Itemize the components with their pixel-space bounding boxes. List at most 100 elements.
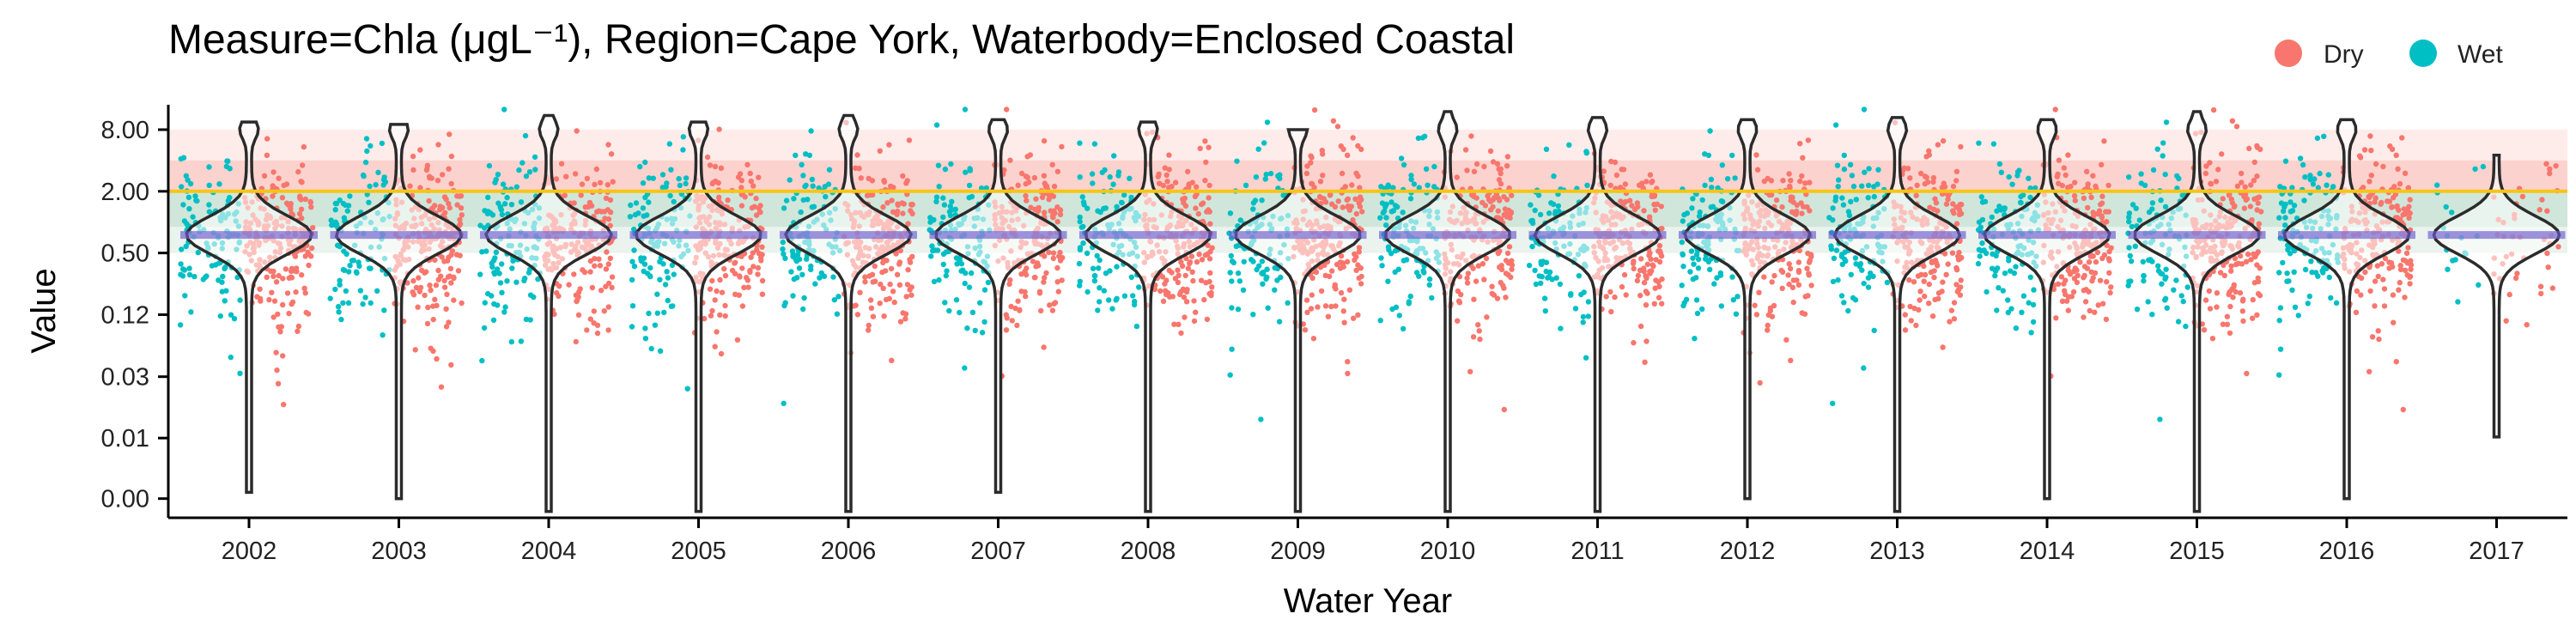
- data-point: [2239, 179, 2245, 185]
- data-point: [964, 325, 970, 331]
- data-point: [1830, 400, 1836, 406]
- data-point: [1539, 274, 1545, 280]
- data-point: [423, 269, 429, 275]
- data-point: [1356, 249, 1363, 255]
- data-point: [1340, 308, 1347, 314]
- data-point: [1690, 255, 1696, 261]
- data-point: [942, 300, 948, 306]
- data-point: [1652, 285, 1658, 291]
- data-point: [1931, 268, 1937, 274]
- data-point: [1188, 253, 1195, 259]
- data-point: [2227, 289, 2233, 295]
- data-point: [2129, 202, 2136, 208]
- data-point: [648, 345, 654, 352]
- data-point: [219, 289, 225, 295]
- data-point: [2128, 258, 2135, 264]
- data-point: [1921, 278, 1927, 284]
- data-point: [1101, 288, 1108, 294]
- data-point: [1353, 210, 1360, 217]
- data-point: [2402, 295, 2408, 301]
- data-point: [1933, 260, 1940, 266]
- data-point: [759, 277, 766, 284]
- data-point: [894, 271, 901, 277]
- violin-2006: [784, 113, 913, 513]
- data-point: [714, 329, 720, 335]
- data-point: [1033, 264, 1039, 270]
- data-point: [1913, 192, 1919, 198]
- violin-2002: [185, 120, 313, 495]
- data-point: [2027, 274, 2033, 280]
- data-point: [1175, 279, 1182, 286]
- data-point: [1317, 194, 1324, 201]
- data-point: [336, 309, 342, 315]
- legend-dry-key: [2275, 39, 2302, 67]
- data-point: [2174, 173, 2180, 179]
- x-tick-label: 2003: [371, 538, 427, 565]
- data-point: [2455, 299, 2461, 305]
- data-point: [1471, 193, 1477, 200]
- data-point: [1036, 204, 1042, 211]
- data-point: [676, 176, 682, 182]
- data-point: [2058, 274, 2065, 280]
- data-point: [1905, 166, 1911, 172]
- data-point: [943, 272, 950, 279]
- data-point: [266, 296, 272, 303]
- data-point: [179, 246, 185, 252]
- data-point: [368, 143, 374, 149]
- y-ticks: 8.002.000.500.120.030.010.00: [101, 117, 168, 513]
- data-point: [183, 243, 189, 250]
- data-point: [1541, 295, 1548, 301]
- data-point: [270, 314, 276, 320]
- data-point: [1049, 213, 1056, 219]
- data-point: [2257, 265, 2263, 271]
- data-point: [416, 275, 422, 281]
- data-point: [2149, 312, 2155, 318]
- data-point: [854, 312, 861, 318]
- data-point: [1346, 287, 1353, 293]
- data-point: [1046, 197, 1052, 203]
- data-point: [1702, 182, 1708, 188]
- y-tick-label: 0.01: [101, 425, 149, 453]
- data-point: [1164, 179, 1170, 185]
- data-point: [654, 291, 660, 297]
- data-point: [890, 289, 896, 295]
- data-point: [1426, 282, 1433, 288]
- data-point: [1545, 275, 1551, 281]
- data-point: [2372, 303, 2378, 309]
- data-point: [1157, 288, 1163, 295]
- data-point: [2126, 245, 2132, 251]
- data-point: [1832, 122, 1839, 128]
- x-tick-label: 2008: [1121, 538, 1176, 565]
- data-point: [427, 283, 433, 289]
- data-point: [1483, 255, 1490, 262]
- data-point: [2020, 191, 2026, 198]
- data-point: [1454, 174, 1461, 180]
- data-point: [799, 161, 805, 167]
- data-point: [646, 199, 652, 205]
- data-point: [2243, 258, 2250, 264]
- data-point: [598, 288, 605, 294]
- data-point: [1705, 152, 1712, 159]
- data-point: [2077, 259, 2083, 265]
- data-point: [296, 210, 303, 217]
- data-point: [1250, 312, 1256, 318]
- data-point: [744, 161, 750, 167]
- data-point: [756, 174, 762, 180]
- data-point: [881, 313, 887, 319]
- data-point: [1753, 152, 1759, 158]
- data-point: [209, 263, 216, 269]
- data-point: [1156, 171, 1162, 177]
- data-point: [1209, 284, 1215, 290]
- data-point: [1917, 289, 1923, 295]
- data-point: [2106, 270, 2112, 276]
- data-point: [2154, 146, 2160, 152]
- data-point: [2305, 301, 2311, 307]
- data-point: [2228, 268, 2234, 274]
- data-point: [1076, 260, 1083, 267]
- data-point: [629, 303, 636, 309]
- data-point: [2095, 302, 2101, 308]
- data-point: [872, 278, 878, 284]
- data-point: [629, 276, 635, 283]
- data-point: [610, 179, 616, 185]
- data-point: [935, 162, 942, 168]
